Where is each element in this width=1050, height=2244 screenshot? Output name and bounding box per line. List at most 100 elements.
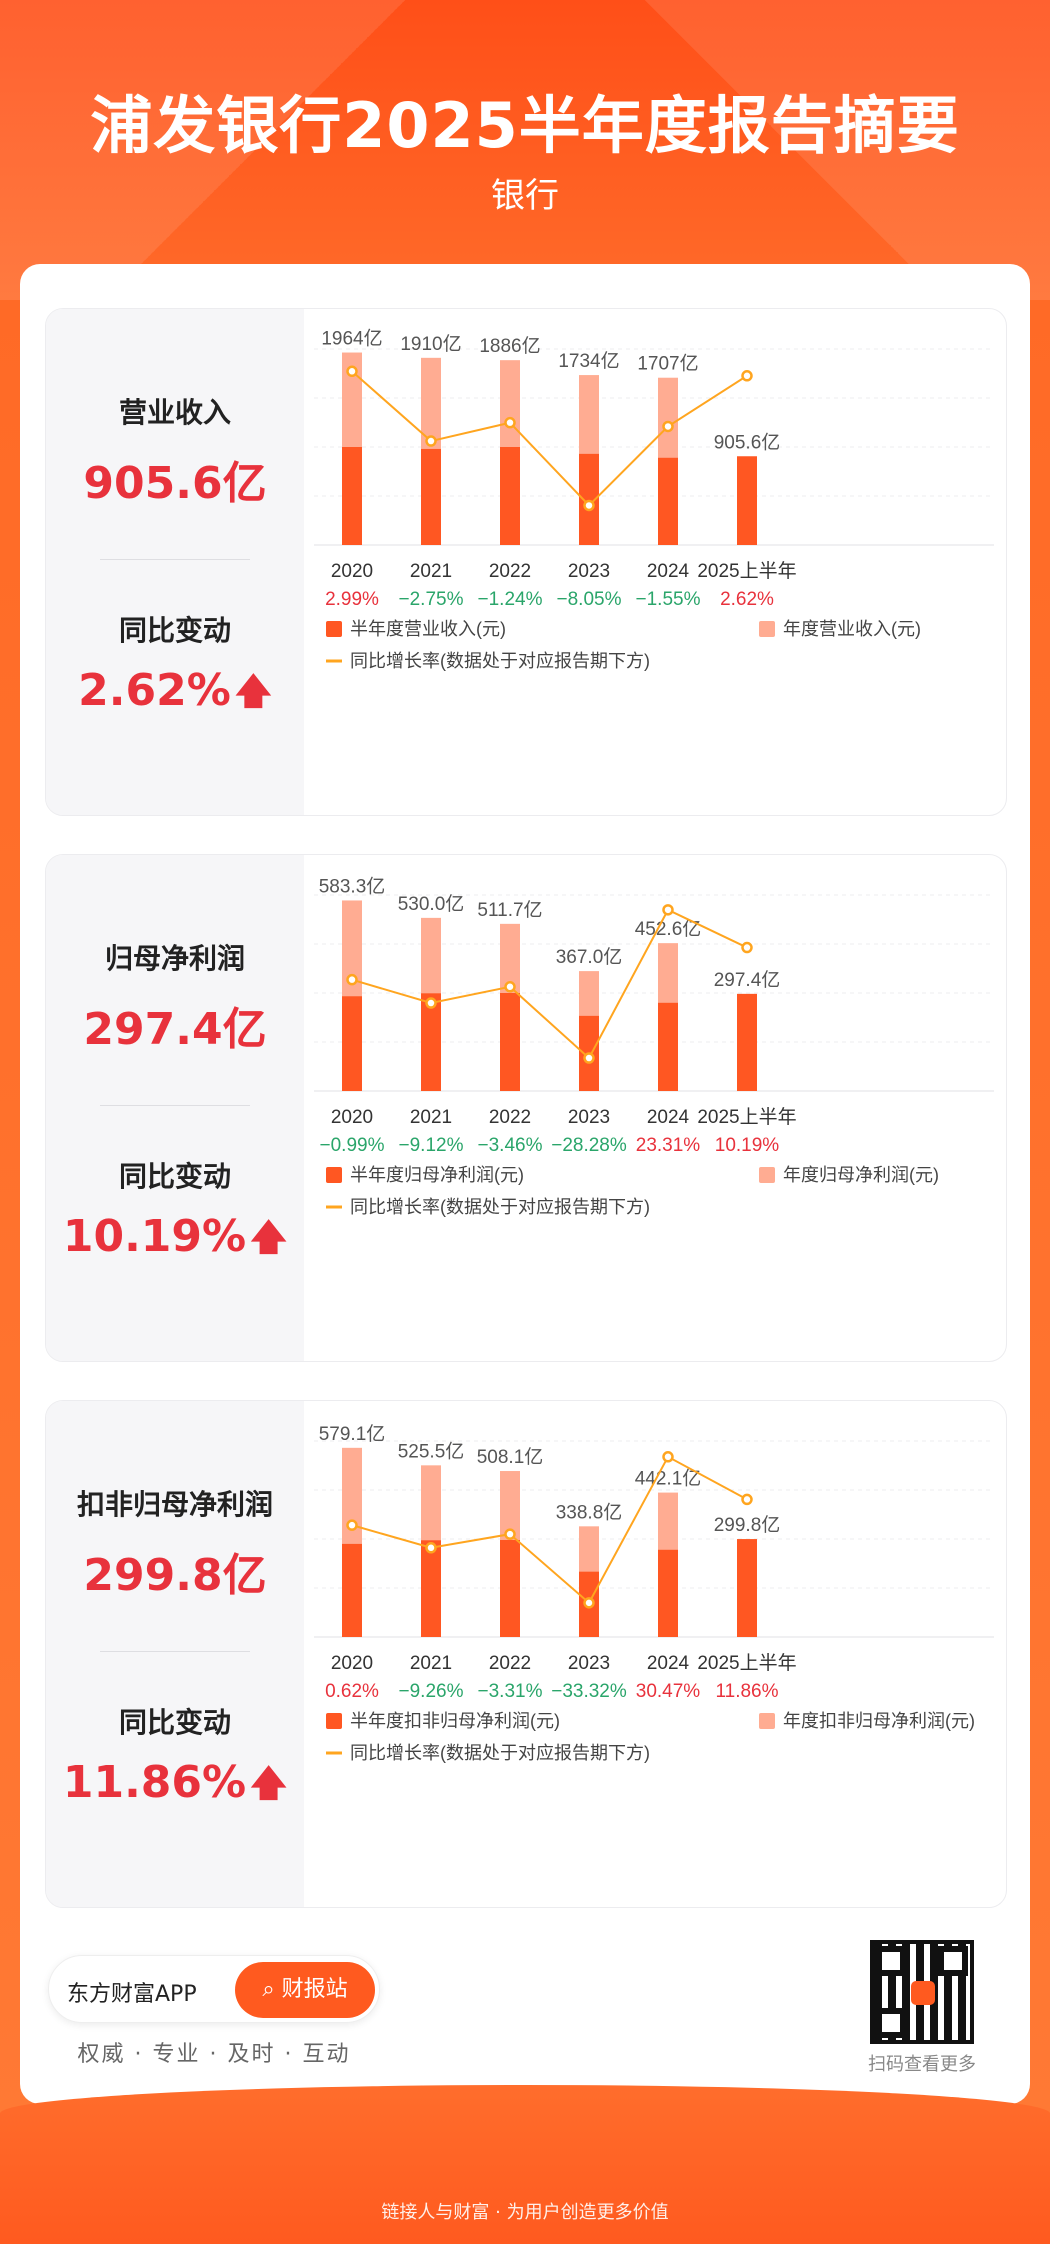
bar-value-label: 1886亿 <box>479 335 540 357</box>
x-tick-label: 2021 <box>410 1107 452 1128</box>
growth-point <box>504 416 516 429</box>
side-divider <box>100 1651 250 1652</box>
page-subtitle: 银行 <box>491 176 559 216</box>
change-value-row: 2.62% 🡅 <box>46 665 304 726</box>
deducted-profit-chart: 579.1亿 2020 0.62% 525.5亿 2021 −9.26% 508.1亿 202… <box>314 1423 994 1763</box>
metric-sidebar: 归母净利润 297.4亿 同比变动 10.19% 🡅 <box>46 855 304 1361</box>
growth-point <box>425 435 437 447</box>
half-year-bar <box>342 1543 362 1637</box>
half-year-bar <box>500 1539 520 1637</box>
metric-value: 297.4亿 <box>83 1004 267 1055</box>
chart-area: 579.1亿 2020 0.62% 525.5亿 2021 −9.26% 508.1亿 202… <box>304 1401 1006 1907</box>
half-year-bar <box>658 1002 678 1091</box>
app-pill[interactable]: 东方财富APP ⌕ 财报站 <box>48 1955 380 2023</box>
half-year-bar <box>737 1539 757 1637</box>
legend-full-label: 年度营业收入(元) <box>783 619 921 639</box>
chart-area: 583.3亿 2020 −0.99% 530.0亿 2021 −9.12% 511.7亿 20… <box>304 855 1006 1361</box>
x-tick-label: 2024 <box>647 1653 690 1674</box>
legend-full-swatch <box>759 621 775 637</box>
legend-half-label: 半年度营业收入(元) <box>350 619 506 639</box>
growth-rate-label: −9.26% <box>399 1681 464 1702</box>
growth-point <box>741 370 753 382</box>
growth-rate-label: −2.75% <box>399 589 464 610</box>
x-tick-label: 2025上半年 <box>697 1106 796 1128</box>
bar-value-label: 1734亿 <box>558 350 619 372</box>
arrow-up-icon: 🡅 <box>250 1763 288 1804</box>
half-year-bar <box>658 457 678 545</box>
side-divider <box>100 1105 250 1106</box>
change-value: 10.19% <box>62 1211 247 1262</box>
growth-rate-label: 11.86% <box>715 1681 778 1702</box>
app-name: 东方财富APP <box>67 1982 197 2007</box>
x-tick-label: 2025上半年 <box>697 560 796 582</box>
growth-point <box>346 365 358 378</box>
net-profit-chart: 583.3亿 2020 −0.99% 530.0亿 2021 −9.12% 511.7亿 20… <box>314 875 994 1217</box>
metric-name: 营业收入 <box>118 396 231 429</box>
x-tick-label: 2020 <box>331 1107 373 1128</box>
qr-corner <box>876 1946 906 1976</box>
change-value-row: 11.86% 🡅 <box>46 1757 304 1818</box>
qr-code[interactable] <box>870 1940 974 2044</box>
growth-point <box>425 997 437 1009</box>
legend-full-label: 年度归母净利润(元) <box>783 1165 939 1185</box>
growth-point <box>583 1597 595 1609</box>
bar-value-label: 530.0亿 <box>398 893 465 915</box>
change-value-row: 10.19% 🡅 <box>46 1211 304 1272</box>
growth-point <box>504 1528 516 1540</box>
half-year-bar <box>737 993 757 1091</box>
metric-sidebar: 营业收入 905.6亿 同比变动 2.62% 🡅 <box>46 309 304 815</box>
half-year-bar <box>342 447 362 545</box>
report-station-button[interactable]: ⌕ 财报站 <box>235 1962 375 2018</box>
x-tick-label: 2025上半年 <box>697 1652 796 1674</box>
growth-point <box>662 904 674 916</box>
x-tick-label: 2020 <box>331 1653 373 1674</box>
search-icon: ⌕ <box>262 1977 275 2002</box>
growth-line <box>351 908 748 1060</box>
x-tick-label: 2023 <box>568 1653 610 1674</box>
growth-rate-label: −1.55% <box>636 589 701 610</box>
x-tick-label: 2024 <box>647 561 690 582</box>
legend-full-swatch <box>759 1167 775 1183</box>
growth-rate-label: 2.62% <box>720 589 774 610</box>
half-year-bar <box>500 447 520 545</box>
revenue-section: 营业收入 905.6亿 同比变动 2.62% 🡅 1964亿 2020 2.99% 19… <box>45 308 1007 816</box>
growth-rate-label: −1.24% <box>478 589 543 610</box>
bar-value-label: 1707亿 <box>637 353 698 375</box>
bar-value-label: 525.5亿 <box>398 1440 465 1462</box>
chart-area: 1964亿 2020 2.99% 1910亿 2021 −2.75% 1886亿 2022 −1… <box>304 309 1006 815</box>
x-tick-label: 2023 <box>568 1107 610 1128</box>
legend-growth-label: 同比增长率(数据处于对应报告期下方) <box>350 1197 650 1217</box>
hero-banner <box>0 0 1050 300</box>
change-value: 2.62% <box>78 665 231 716</box>
half-year-bar <box>421 448 441 545</box>
change-label: 同比变动 <box>118 1160 231 1193</box>
legend-half-label: 半年度归母净利润(元) <box>350 1165 524 1185</box>
growth-rate-label: 23.31% <box>636 1135 701 1156</box>
bar-value-label: 299.8亿 <box>714 1514 781 1536</box>
growth-point <box>662 1451 674 1463</box>
half-year-bar <box>421 993 441 1091</box>
metric-name: 归母净利润 <box>104 942 245 975</box>
qr-logo <box>911 1981 935 2005</box>
growth-point <box>662 420 674 433</box>
bar-value-label: 508.1亿 <box>477 1446 544 1468</box>
qr-corner <box>938 1946 968 1976</box>
x-tick-label: 2024 <box>647 1107 690 1128</box>
growth-point <box>346 973 358 986</box>
revenue-chart: 1964亿 2020 2.99% 1910亿 2021 −2.75% 1886亿 2022 −1… <box>314 328 994 671</box>
bar-value-label: 1964亿 <box>321 328 382 350</box>
bar-value-label: 452.6亿 <box>635 918 702 940</box>
growth-line <box>351 370 748 507</box>
x-tick-label: 2021 <box>410 561 452 582</box>
bar-value-label: 442.1亿 <box>635 1468 702 1490</box>
growth-rate-label: 2.99% <box>325 589 379 610</box>
growth-point <box>346 1519 358 1531</box>
change-label: 同比变动 <box>118 614 231 647</box>
growth-rate-label: 0.62% <box>325 1681 379 1702</box>
x-tick-label: 2022 <box>489 1107 531 1128</box>
legend-full-label: 年度扣非归母净利润(元) <box>783 1711 975 1731</box>
net-profit-section: 归母净利润 297.4亿 同比变动 10.19% 🡅 583.3亿 2020 −0.9… <box>45 854 1007 1362</box>
half-year-bar <box>342 996 362 1091</box>
x-tick-label: 2022 <box>489 1653 531 1674</box>
qr-label: 扫码查看更多 <box>868 2054 976 2075</box>
